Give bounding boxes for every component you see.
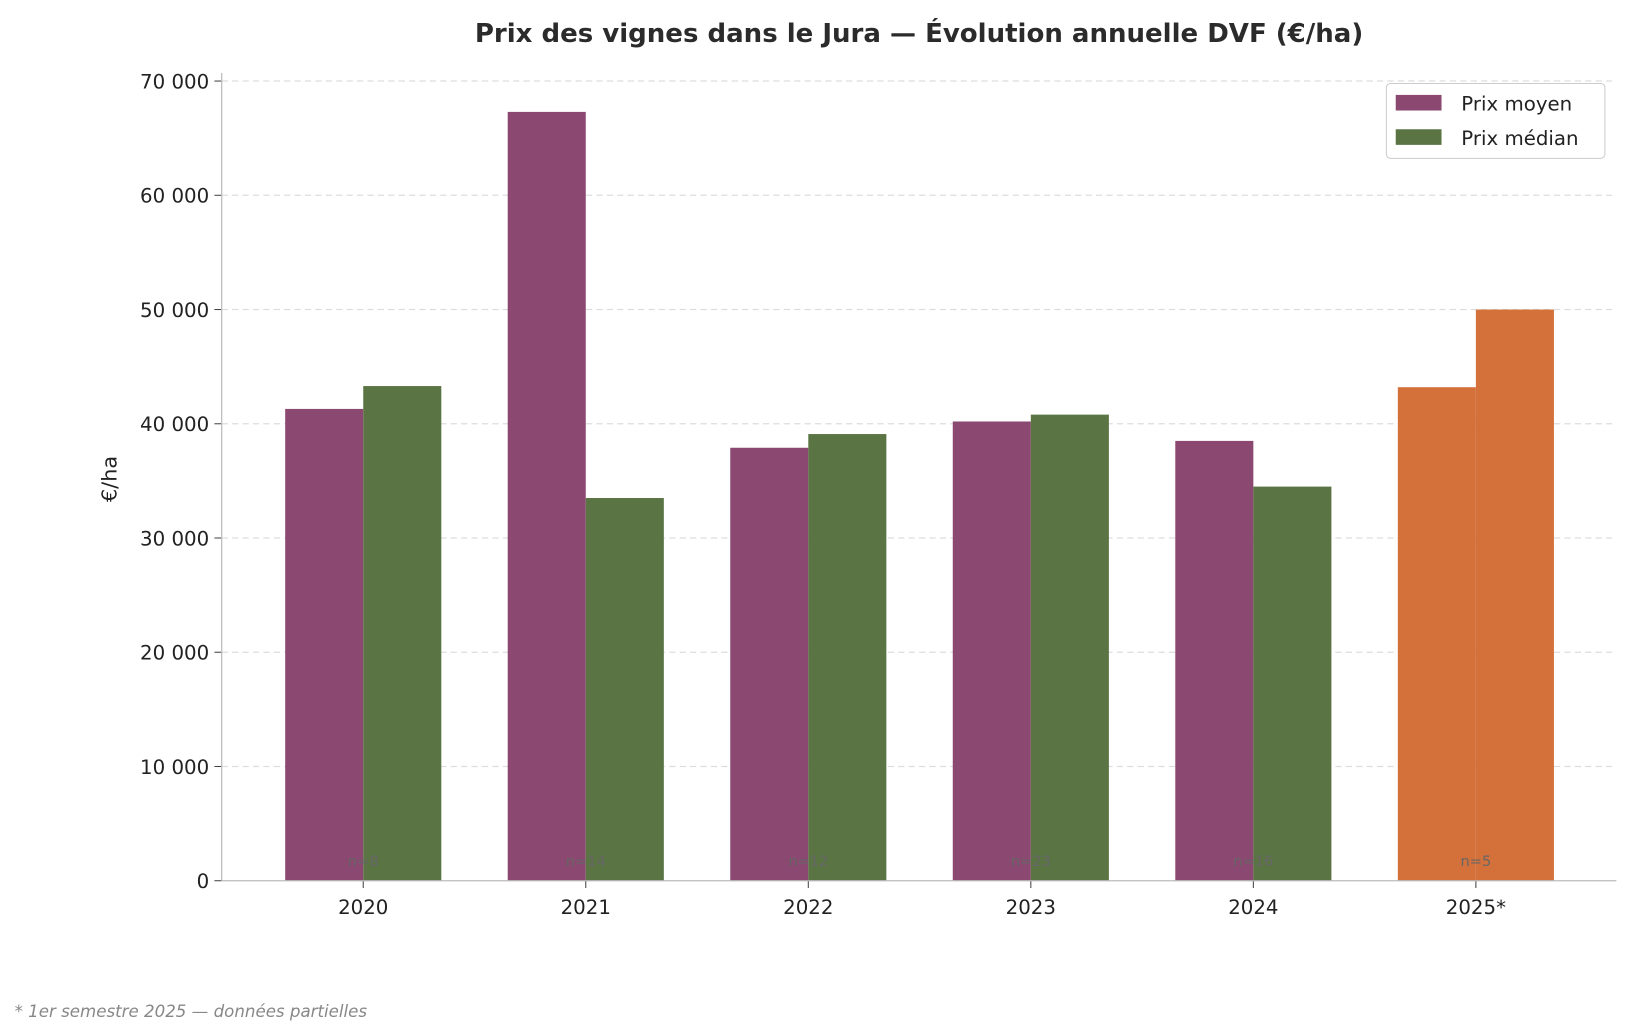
legend-swatch: [1395, 94, 1442, 111]
legend-label: Prix moyen: [1461, 93, 1572, 116]
x-tick-label: 2023: [1006, 896, 1056, 919]
y-tick-label: 30 000: [140, 527, 209, 550]
bar-mean-2021: [507, 111, 586, 881]
x-tick-label: 2025*: [1446, 896, 1506, 919]
x-tick-label: 2021: [561, 896, 611, 919]
count-label: n=14: [566, 853, 606, 870]
count-label: n=23: [1011, 853, 1051, 870]
legend-label: Prix médian: [1461, 127, 1578, 150]
bar-median-2021: [585, 498, 664, 881]
bar-mean-2022: [730, 447, 809, 881]
y-tick-label: 0: [197, 870, 210, 893]
x-tick-label: 2022: [783, 896, 833, 919]
y-axis-label: €/ha: [98, 456, 122, 502]
bar-mean-2020: [285, 408, 364, 881]
count-label: n=8: [348, 853, 379, 870]
bar-median-2020: [363, 386, 442, 881]
bar-mean-2025*: [1397, 387, 1476, 881]
y-tick-label: 50 000: [140, 299, 209, 322]
count-label: n=5: [1461, 853, 1492, 870]
bar-median-2025*: [1475, 309, 1554, 881]
y-tick-label: 20 000: [140, 642, 209, 665]
y-tick-label: 60 000: [140, 185, 209, 208]
chart-title: Prix des vignes dans le Jura — Évolution…: [475, 17, 1363, 49]
count-label: n=12: [788, 853, 828, 870]
x-tick-label: 2024: [1228, 896, 1278, 919]
footnote: * 1er semestre 2025 — données partielles: [15, 1002, 368, 1021]
x-tick-label: 2020: [338, 896, 388, 919]
legend-swatch: [1395, 129, 1442, 145]
bar-mean-2024: [1175, 440, 1254, 881]
bar-median-2022: [808, 434, 887, 881]
y-tick-label: 70 000: [140, 70, 209, 93]
bar-median-2023: [1030, 414, 1109, 881]
bar-mean-2023: [952, 421, 1031, 881]
y-tick-label: 10 000: [140, 756, 209, 779]
y-tick-label: 40 000: [140, 413, 209, 436]
count-label: n=16: [1233, 853, 1273, 870]
bar-median-2024: [1253, 486, 1332, 881]
